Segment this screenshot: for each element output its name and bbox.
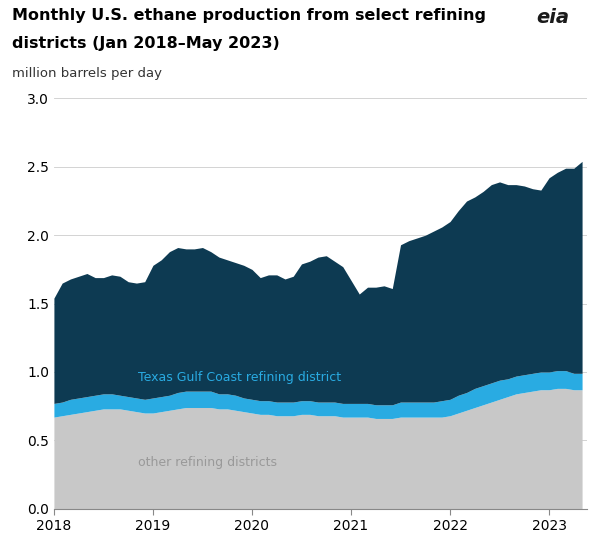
Text: districts (Jan 2018–May 2023): districts (Jan 2018–May 2023) bbox=[12, 36, 280, 50]
Text: Monthly U.S. ethane production from select refining: Monthly U.S. ethane production from sele… bbox=[12, 8, 486, 23]
Text: million barrels per day: million barrels per day bbox=[12, 67, 162, 80]
Text: eia: eia bbox=[536, 8, 569, 27]
Text: Texas Gulf Coast refining district: Texas Gulf Coast refining district bbox=[138, 371, 341, 384]
Text: Texas Inland and New Mexico
refining districts: Texas Inland and New Mexico refining dis… bbox=[123, 194, 307, 224]
Text: other refining districts: other refining districts bbox=[138, 456, 277, 469]
